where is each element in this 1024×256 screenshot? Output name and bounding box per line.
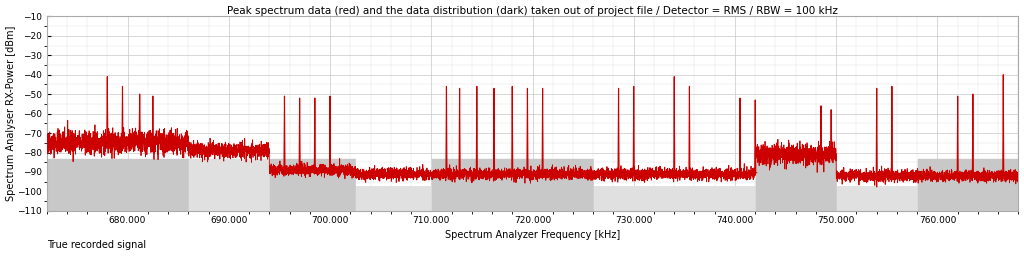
Y-axis label: Spectrum Analyser RX-Power [dBm]: Spectrum Analyser RX-Power [dBm]: [5, 26, 15, 201]
X-axis label: Spectrum Analyzer Frequency [kHz]: Spectrum Analyzer Frequency [kHz]: [444, 230, 621, 240]
Text: True recorded signal: True recorded signal: [46, 240, 145, 250]
Title: Peak spectrum data (red) and the data distribution (dark) taken out of project f: Peak spectrum data (red) and the data di…: [227, 6, 838, 16]
